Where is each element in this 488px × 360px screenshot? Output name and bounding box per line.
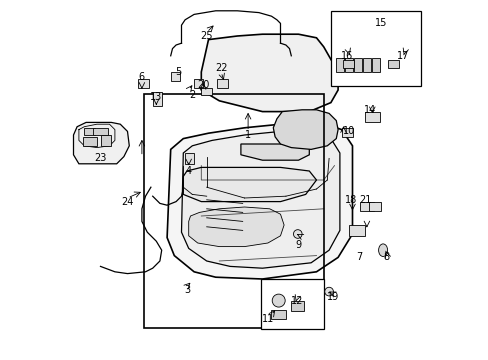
- Text: 22: 22: [214, 63, 227, 73]
- Bar: [348, 225, 365, 236]
- Bar: [368, 202, 381, 211]
- Bar: [152, 92, 162, 106]
- Polygon shape: [241, 144, 309, 160]
- Text: 7: 7: [356, 252, 362, 262]
- Text: 20: 20: [197, 80, 209, 90]
- Polygon shape: [183, 167, 316, 202]
- Text: 24: 24: [121, 197, 133, 207]
- Text: 15: 15: [374, 18, 386, 28]
- Text: 13: 13: [150, 92, 162, 102]
- Text: 16: 16: [340, 51, 352, 61]
- Bar: [363, 58, 370, 72]
- Bar: [185, 153, 194, 164]
- Bar: [194, 79, 203, 88]
- Text: 12: 12: [290, 296, 302, 306]
- Bar: [170, 72, 179, 81]
- Bar: [345, 58, 352, 72]
- Circle shape: [272, 294, 285, 307]
- Bar: [84, 128, 95, 135]
- Text: 2: 2: [189, 90, 195, 100]
- Text: 21: 21: [358, 195, 370, 205]
- Bar: [82, 137, 97, 146]
- Text: 11: 11: [261, 314, 273, 324]
- Bar: [336, 58, 344, 72]
- Polygon shape: [201, 34, 337, 112]
- Polygon shape: [181, 131, 339, 268]
- Text: 14: 14: [364, 105, 376, 115]
- Text: 23: 23: [94, 153, 106, 163]
- Polygon shape: [73, 122, 129, 164]
- Bar: [101, 135, 111, 146]
- Bar: [271, 310, 285, 319]
- Bar: [387, 60, 399, 68]
- Text: 1: 1: [244, 130, 251, 140]
- Polygon shape: [167, 122, 352, 279]
- Polygon shape: [188, 207, 284, 247]
- Bar: [291, 301, 303, 311]
- Bar: [201, 88, 212, 95]
- Ellipse shape: [378, 244, 387, 256]
- Bar: [217, 79, 228, 88]
- Text: 4: 4: [185, 166, 191, 176]
- Bar: [354, 58, 362, 72]
- Bar: [330, 11, 420, 86]
- Bar: [138, 79, 149, 88]
- Polygon shape: [273, 110, 337, 149]
- Text: 25: 25: [200, 31, 212, 41]
- Text: 8: 8: [383, 252, 389, 262]
- Text: 6: 6: [139, 72, 144, 82]
- Bar: [260, 279, 323, 329]
- Bar: [93, 128, 107, 135]
- Text: 10: 10: [342, 126, 354, 136]
- Text: 19: 19: [326, 292, 338, 302]
- Bar: [343, 60, 354, 68]
- Text: 17: 17: [396, 51, 408, 61]
- Bar: [341, 128, 352, 137]
- Bar: [143, 94, 323, 328]
- Circle shape: [324, 287, 333, 296]
- Bar: [371, 58, 380, 72]
- Text: 3: 3: [183, 285, 189, 295]
- Bar: [365, 112, 379, 122]
- Text: 9: 9: [295, 240, 301, 250]
- Circle shape: [293, 230, 302, 238]
- Bar: [359, 202, 373, 211]
- Text: 5: 5: [174, 67, 181, 77]
- Text: 18: 18: [344, 195, 356, 205]
